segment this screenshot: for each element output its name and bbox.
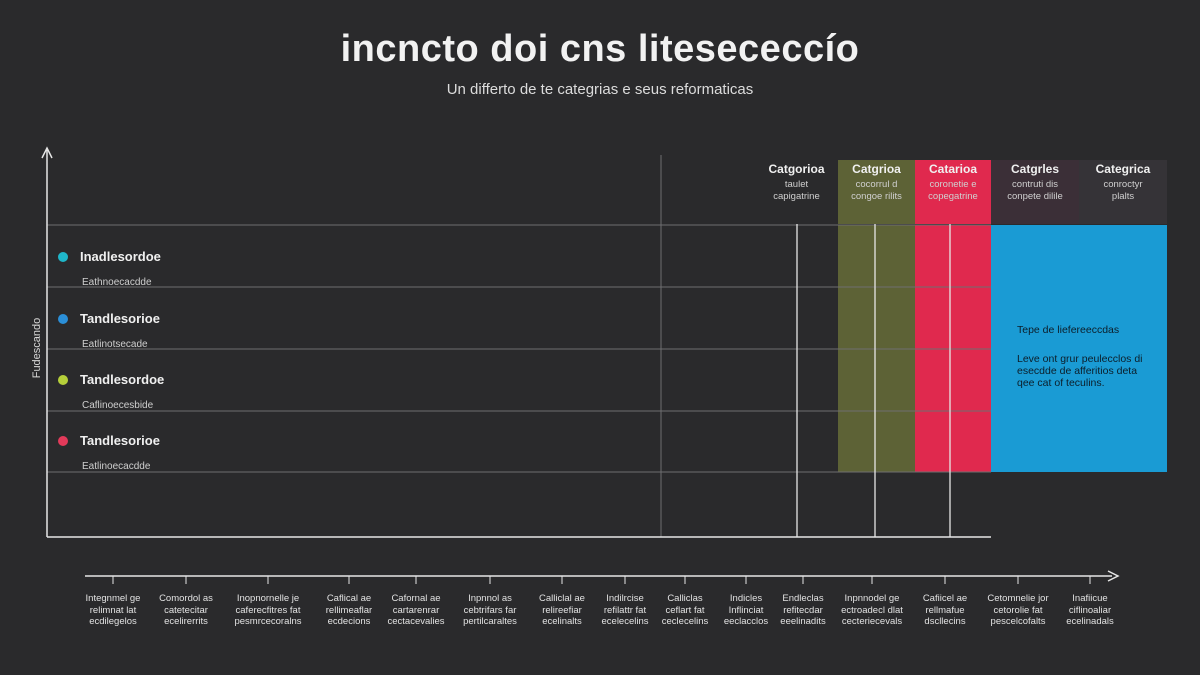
row-icon: [58, 252, 68, 262]
category-name: Catarioa: [928, 162, 978, 176]
category-axis-arrowhead: [1107, 570, 1120, 582]
x-category-label: Cafornal ae cartarenrar cectacevalies: [387, 593, 445, 627]
row-title: Inadlesordoe: [80, 249, 161, 264]
x-category-label: Inpnnol as cebtrifars far pertilcaraltes: [463, 593, 517, 627]
x-category-label: Comordol as catetecitar ecelirerrits: [159, 593, 213, 627]
info-text: Leve ont grur peulecclos di esecdde de a…: [1017, 353, 1143, 389]
category-header: Catgorioa taulet capigatrine: [755, 160, 838, 224]
row-icon: [58, 314, 68, 324]
row-title: Tandlesorioe: [80, 433, 160, 448]
row-icon: [58, 375, 68, 385]
category-name: Catgrioa: [852, 162, 901, 176]
category-desc: coronetie e copegatrine: [928, 179, 978, 202]
info-title: Tepe de liefereeccdas: [1017, 324, 1120, 336]
x-category-label: Inafiicue ciflinoaliar ecelinadals: [1066, 593, 1114, 627]
chart-title: incncto doi cns litesececcío: [340, 28, 860, 70]
row-subtitle: Caflinoecesbide: [82, 400, 154, 411]
x-category-label: Caflical ae rellimeaflar ecdecions: [325, 593, 373, 627]
x-category-label: Inopnornelle je caferecfitres fat pesmrcec…: [234, 593, 302, 627]
x-category-label: Calliclal ae relireefiar ecelinalts: [539, 593, 585, 627]
row-title: Tandlesordoe: [80, 372, 165, 387]
chart-subtitle: Un differto de te categrias e seus refor…: [446, 81, 754, 98]
row-subtitle: Eatlinoecacdde: [82, 461, 151, 472]
y-axis-arrowhead: [41, 146, 53, 159]
category-desc: conroctyr plalts: [1103, 179, 1143, 202]
x-category-label: Cetomnelie jor cetorolie fat pescelcofalts: [987, 593, 1049, 627]
category-header: Catgrioa cocorrul d congoe rilits: [838, 160, 915, 224]
x-category-label: Cafiicel ae rellmafue dscllecins: [922, 593, 968, 627]
category-header: Catarioa coronetie e copegatrine: [915, 160, 991, 224]
x-category-label: Indilrcise refilattr fat ecelecelins: [601, 593, 649, 627]
row-title: Tandlesorioe: [80, 311, 160, 326]
x-category-label: Calliclas ceflart fat ceclecelins: [661, 593, 709, 627]
category-name: Categrica: [1095, 162, 1151, 176]
row-subtitle: Eathnoecacdde: [82, 277, 152, 288]
category-name: Catgrles: [1010, 162, 1060, 176]
row-icon: [58, 436, 68, 446]
x-category-label: Integnmel ge relimnat lat ecdilegelos: [85, 593, 141, 627]
category-desc: cocorrul d congoe rilits: [851, 179, 902, 202]
x-category-label: Inpnnodel ge ectroadecl dlat cecterieceval…: [841, 593, 903, 627]
x-category-label: Indicles Inflinciat eeclacclos: [723, 593, 769, 627]
row-subtitle: Eatlinotsecade: [82, 339, 148, 350]
category-name: Catgorioa: [768, 162, 825, 176]
category-header: Categrica conroctyr plalts: [1079, 160, 1167, 224]
y-axis-label: Fudescando: [31, 317, 43, 379]
info-box: [991, 225, 1167, 472]
category-desc: taulet capigatrine: [773, 179, 820, 202]
x-category-label: Endleclas refitecdar eeelinadits: [780, 593, 826, 627]
category-desc: contruti dis conpete dilile: [1007, 179, 1063, 202]
category-header: Catgrles contruti dis conpete dilile: [991, 160, 1079, 224]
